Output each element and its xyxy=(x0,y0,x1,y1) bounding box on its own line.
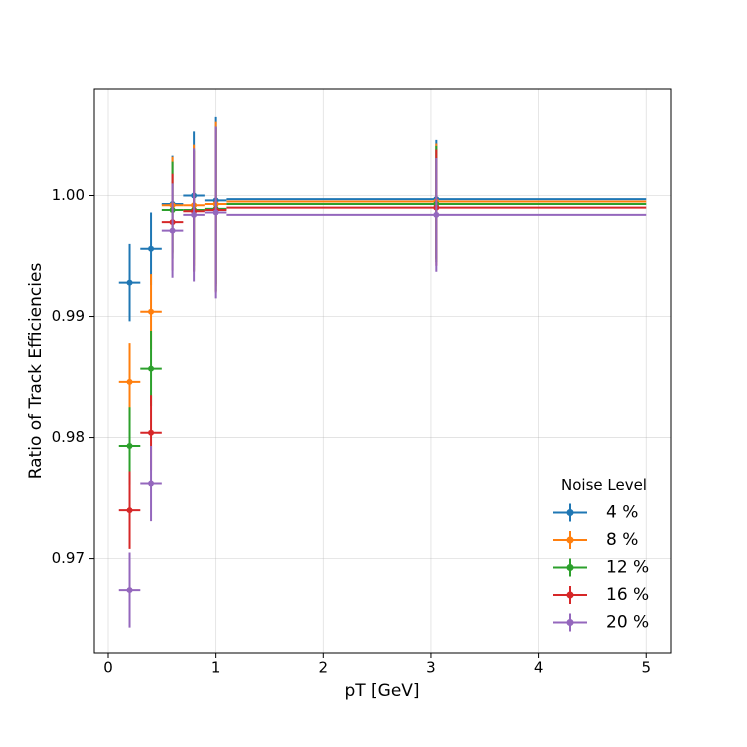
x-tick-label: 4 xyxy=(534,659,544,677)
legend-label: 16 % xyxy=(606,585,649,605)
legend-label: 12 % xyxy=(606,558,649,578)
point xyxy=(148,365,155,372)
legend-swatch xyxy=(566,591,574,599)
legend-label: 20 % xyxy=(606,613,649,633)
point xyxy=(126,279,133,286)
legend-title: Noise Level xyxy=(561,476,647,494)
point xyxy=(433,211,440,218)
point xyxy=(212,209,219,216)
x-tick-label: 3 xyxy=(426,659,436,677)
point xyxy=(126,378,133,385)
x-tick-label: 2 xyxy=(319,659,329,677)
point xyxy=(126,587,133,594)
point xyxy=(148,245,155,252)
legend-label: 8 % xyxy=(606,530,638,550)
y-axis-label: Ratio of Track Efficiencies xyxy=(26,263,46,480)
legend-swatch xyxy=(566,536,574,544)
point xyxy=(148,429,155,436)
legend-swatch xyxy=(566,564,574,571)
legend-swatch xyxy=(566,619,574,626)
point xyxy=(169,227,176,234)
point xyxy=(148,308,155,315)
x-axis-label: pT [GeV] xyxy=(344,681,419,701)
plot-frame xyxy=(93,88,672,654)
legend-label: 4 % xyxy=(606,503,638,523)
x-tick-label: 5 xyxy=(641,659,651,677)
point xyxy=(126,507,133,514)
point xyxy=(191,211,198,218)
y-tick-label: 0.99 xyxy=(52,307,85,325)
point xyxy=(126,443,133,450)
y-tick-label: 1.00 xyxy=(52,186,85,204)
x-tick-label: 1 xyxy=(211,659,221,677)
x-tick-label: 0 xyxy=(103,659,113,677)
y-tick-label: 0.98 xyxy=(52,428,85,446)
legend-swatch xyxy=(566,509,574,516)
y-tick-label: 0.97 xyxy=(52,549,85,567)
point xyxy=(148,480,155,487)
